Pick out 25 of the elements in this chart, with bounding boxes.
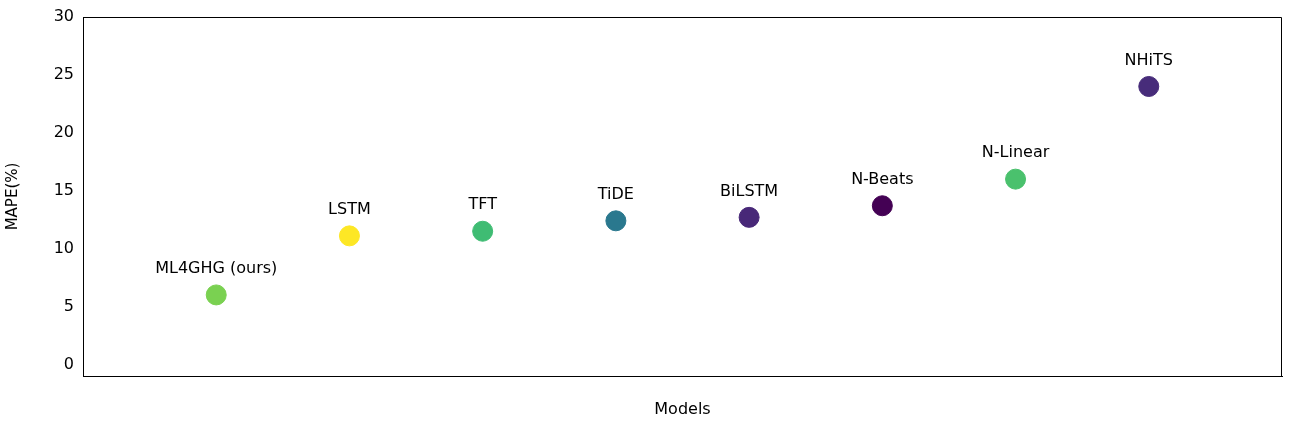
x-tick-label: TFT — [467, 194, 498, 214]
point — [605, 210, 627, 232]
x-tick-label: LSTM — [328, 199, 371, 219]
y-tick-label: 30 — [53, 6, 74, 26]
point — [1005, 168, 1027, 190]
y-tick-label: 25 — [53, 64, 74, 84]
point — [338, 225, 360, 247]
y-axis-title: MAPE(%) — [2, 162, 21, 231]
point — [472, 220, 494, 242]
x-tick-label: NHiTS — [1124, 49, 1173, 69]
x-tick-label: ML4GHG (ours) — [155, 258, 278, 278]
x-tick-label: BiLSTM — [720, 180, 779, 200]
x-tick-label: N-Linear — [981, 142, 1050, 162]
x-tick-label: TiDE — [596, 183, 634, 203]
x-tick-label: N-Beats — [851, 168, 914, 188]
x-axis-title: Models — [654, 398, 711, 418]
point — [738, 206, 760, 228]
point — [205, 284, 227, 306]
y-tick-label: 20 — [53, 121, 74, 141]
y-tick-label: 5 — [63, 295, 74, 315]
y-tick-label: 0 — [63, 353, 74, 373]
point — [1138, 75, 1160, 97]
y-tick-label: 15 — [53, 179, 74, 199]
y-tick-label: 10 — [53, 237, 74, 257]
point — [871, 195, 893, 217]
